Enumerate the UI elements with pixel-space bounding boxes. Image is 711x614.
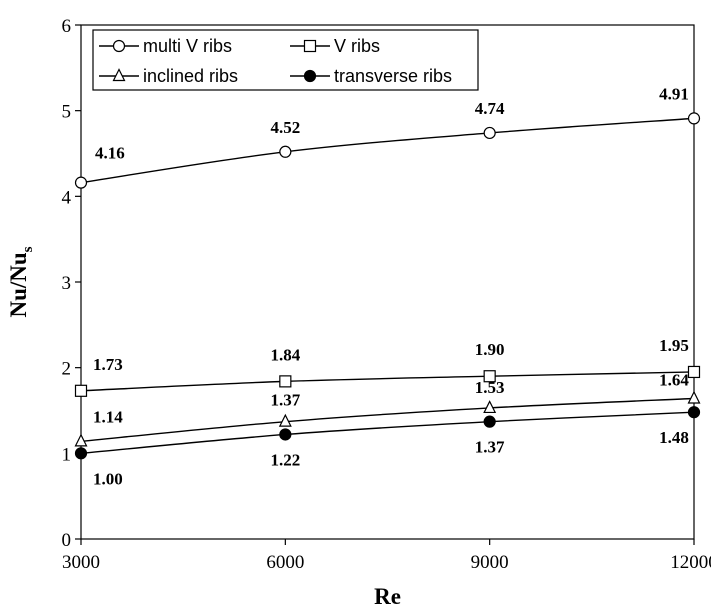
x-tick-label-3: 12000 <box>670 552 711 573</box>
legend-item-transverse-ribs: transverse ribs <box>290 66 452 86</box>
legend: multi V ribs V ribs inclined ribs transvers… <box>92 29 479 91</box>
y-tick-label-3: 3 <box>62 273 72 294</box>
data-label-v-ribs-1: 1.84 <box>270 345 300 364</box>
x-axis-title: Re <box>374 584 401 609</box>
series-transverse-ribs <box>74 406 701 460</box>
legend-label-multi-v-ribs: multi V ribs <box>143 36 232 56</box>
legend-label-transverse-ribs: transverse ribs <box>334 66 452 86</box>
data-point-multi-v-ribs-0 <box>74 176 88 189</box>
series-line-transverse-ribs <box>80 411 695 455</box>
data-point-inclined-ribs-2 <box>483 400 497 414</box>
series-multi-v-ribs <box>74 112 701 189</box>
data-label-transverse-ribs-3: 1.48 <box>659 428 689 447</box>
series-line-inclined-ribs <box>80 397 695 443</box>
data-label-transverse-ribs-2: 1.37 <box>475 438 505 457</box>
legend-marker-inclined-ribs <box>112 68 126 82</box>
y-axis-title: Nu/Nus <box>6 246 36 317</box>
data-label-multi-v-ribs-1: 4.52 <box>270 118 300 137</box>
y-tick-label-2: 2 <box>62 359 72 380</box>
data-label-inclined-ribs-1: 1.37 <box>270 391 300 410</box>
series-line-multi-v-ribs <box>80 117 695 184</box>
legend-label-v-ribs: V ribs <box>334 36 380 56</box>
data-label-transverse-ribs-0: 1.00 <box>93 469 123 488</box>
legend-item-multi-v-ribs: multi V ribs <box>99 36 232 56</box>
data-label-transverse-ribs-1: 1.22 <box>270 450 300 469</box>
y-tick-label-0: 0 <box>62 530 72 551</box>
legend-item-inclined-ribs: inclined ribs <box>99 66 238 86</box>
data-label-inclined-ribs-0: 1.14 <box>93 407 123 426</box>
data-point-v-ribs-3 <box>687 365 701 379</box>
plot-frame <box>80 24 695 540</box>
data-point-multi-v-ribs-1 <box>279 145 292 158</box>
y-tick-label-5: 5 <box>62 102 72 123</box>
x-tick-label-2: 9000 <box>471 552 509 573</box>
legend-label-inclined-ribs: inclined ribs <box>143 66 238 86</box>
data-label-multi-v-ribs-2: 4.74 <box>475 99 505 118</box>
plot-area <box>80 24 695 540</box>
data-point-transverse-ribs-2 <box>483 415 496 428</box>
data-point-inclined-ribs-3 <box>687 390 701 404</box>
x-tick-label-0: 3000 <box>62 552 100 573</box>
data-point-v-ribs-2 <box>483 370 496 383</box>
data-point-multi-v-ribs-2 <box>483 126 496 140</box>
data-label-multi-v-ribs-3: 4.91 <box>659 84 689 103</box>
x-tick-label-1: 6000 <box>266 552 304 573</box>
data-point-transverse-ribs-1 <box>279 428 292 441</box>
data-label-v-ribs-0: 1.73 <box>93 355 123 374</box>
data-point-v-ribs-1 <box>279 375 292 388</box>
legend-marker-v-ribs <box>303 39 317 53</box>
data-point-multi-v-ribs-3 <box>687 112 701 125</box>
data-labels: 4.16 4.52 4.74 4.91 1.73 1.84 1.90 1.95 1.14 1.37… <box>93 84 689 488</box>
legend-marker-transverse-ribs <box>303 69 317 83</box>
y-tick-label-4: 4 <box>62 187 72 208</box>
data-label-multi-v-ribs-0: 4.16 <box>95 144 125 163</box>
data-point-transverse-ribs-0 <box>74 447 88 460</box>
data-label-v-ribs-2: 1.90 <box>475 340 505 359</box>
data-label-inclined-ribs-3: 1.64 <box>659 371 689 390</box>
series-layer <box>74 112 701 460</box>
series-line-v-ribs <box>80 371 695 392</box>
data-point-inclined-ribs-1 <box>278 413 292 427</box>
y-axis-title-subscript: s <box>20 246 36 252</box>
data-point-v-ribs-0 <box>74 384 88 397</box>
y-tick-label-1: 1 <box>62 444 72 465</box>
legend-item-v-ribs: V ribs <box>290 36 380 56</box>
legend-box <box>92 29 479 91</box>
y-tick-label-6: 6 <box>62 16 72 37</box>
series-inclined-ribs <box>74 390 701 447</box>
data-label-inclined-ribs-2: 1.53 <box>475 378 505 397</box>
y-axis-title-main: Nu/Nu <box>6 252 31 317</box>
series-v-ribs <box>74 365 701 397</box>
legend-marker-multi-v-ribs <box>112 39 126 53</box>
data-point-transverse-ribs-3 <box>687 406 701 419</box>
axes: 0 1 2 3 4 5 6 3000 6000 9000 12000 <box>62 16 711 573</box>
data-label-v-ribs-3: 1.95 <box>659 336 689 355</box>
data-point-inclined-ribs-0 <box>74 433 88 447</box>
